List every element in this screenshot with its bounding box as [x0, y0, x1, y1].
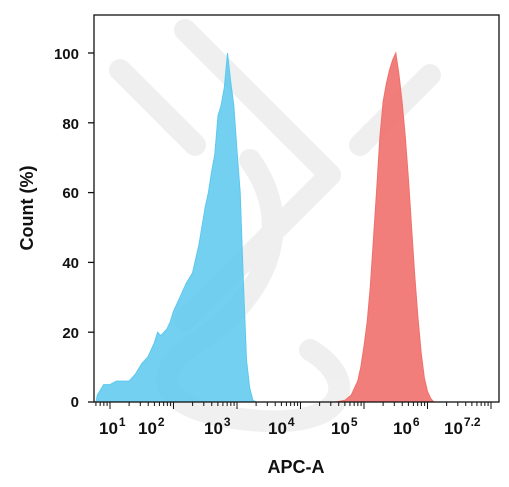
x-tick-label: 106 — [393, 415, 420, 438]
x-tick-label: 101 — [99, 415, 126, 438]
x-tick-label: 107.2 — [444, 415, 481, 438]
y-axis-title: Count (%) — [17, 166, 37, 251]
y-tick-labels: 0 20 40 60 80 100 — [54, 46, 79, 411]
histogram-area-1 — [95, 52, 257, 403]
x-tick-label: 102 — [138, 415, 165, 438]
histogram-area-2 — [335, 51, 435, 403]
y-tick-label: 100 — [54, 46, 79, 63]
x-tick-label: 105 — [331, 415, 358, 438]
x-tick-labels: 101 102 103 104 105 106 107.2 — [99, 415, 481, 438]
histogram-series — [95, 51, 435, 403]
y-tick-label: 20 — [62, 325, 79, 342]
y-tick-label: 40 — [62, 255, 79, 272]
y-tick-label: 60 — [62, 185, 79, 202]
y-tick-label: 80 — [62, 116, 79, 133]
plot-frame — [93, 14, 500, 403]
y-tick-label: 0 — [71, 394, 79, 411]
x-tick-label: 103 — [204, 415, 231, 438]
x-tick-label: 104 — [268, 415, 295, 438]
x-axis-title: APC-A — [268, 457, 325, 477]
y-axis-ticks — [88, 52, 94, 403]
x-axis-ticks — [95, 402, 492, 409]
